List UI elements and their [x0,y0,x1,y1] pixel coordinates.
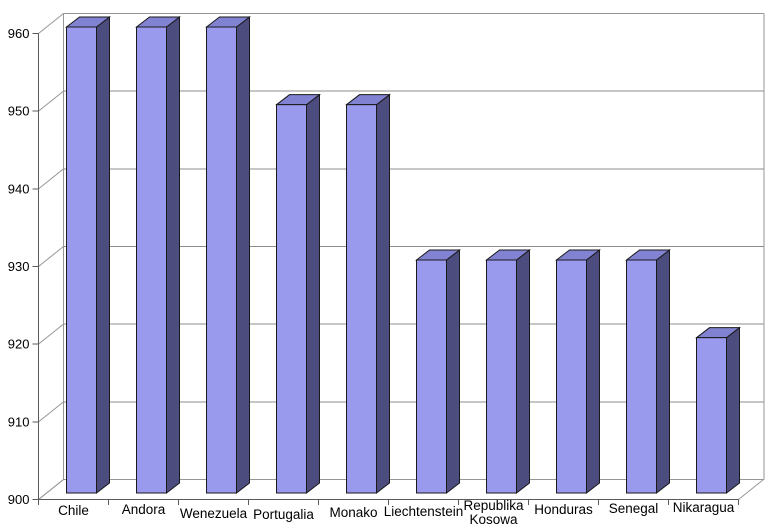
bar-portugalia [275,93,321,495]
y-axis-label-930: 930 [8,259,30,274]
y-axis-label-950: 950 [8,104,30,119]
y-axis-label-920: 920 [8,337,30,352]
bar-monako [345,93,391,495]
x-axis-label-line2: Kosowa [469,512,518,527]
bar-front-face [346,104,377,494]
y-tick-diagonal-940 [38,168,64,190]
bars-group [65,15,741,495]
y-tick-diagonal-950 [38,90,64,112]
bar-side-face [96,15,110,495]
bar-front-face [66,26,97,494]
x-axis-label-nikaragua: Nikaragua [673,500,735,515]
y-axis-label-900: 900 [8,492,30,507]
bar-side-face [656,248,670,495]
x-axis-label-monako: Monako [329,505,377,520]
bar-side-face [586,248,600,495]
bar-senegal [625,248,671,495]
x-axis-label-honduras: Honduras [534,502,593,517]
x-axis-label-wenezuela: Wenezuela [180,506,248,521]
bar-nikaragua [695,326,741,495]
bar-side-face [236,15,250,495]
bar-side-face [516,248,530,495]
x-axis-label-chile: Chile [58,503,89,518]
bar-side-face [726,326,740,495]
bar-side-face [306,93,320,495]
axes-group: 900 910 920 930 940 950 960 Chile Andora Wenezuel… [8,26,739,527]
x-axis-label-senegal: Senegal [609,501,659,516]
y-tick-diagonal-960 [38,13,64,34]
bar-front-face [556,259,587,494]
bar-side-face [376,93,390,495]
bar-front-face [136,26,167,494]
bar-front-face [626,259,657,494]
x-axis-label-liechtenstein: Liechtenstein [384,504,464,519]
bar-side-face [166,15,180,495]
bar-republika-kosowa [485,248,531,495]
x-axis-label-portugalia: Portugalia [253,507,314,522]
bar-wenezuela [205,15,251,495]
y-axis-label-910: 910 [8,414,30,429]
y-tick-diagonal-900 [38,479,64,500]
y-axis-label-960: 960 [8,26,30,41]
bar-front-face [276,104,307,494]
bar-andora [135,15,181,495]
x-axis-label-andora: Andora [122,502,166,517]
bar-side-face [446,248,460,495]
y-tick-diagonal-920 [38,323,64,345]
bar-front-face [206,26,237,494]
bar-liechtenstein [415,248,461,495]
y-tick-diagonal-930 [38,246,64,267]
bar-front-face [416,259,447,494]
bar-front-face [486,259,517,494]
x-axis-label-line1: Republika [463,498,524,513]
bar-honduras [555,248,601,495]
floor-right-diagonal [738,479,764,500]
y-tick-diagonal-910 [38,401,64,423]
y-axis-label-940: 940 [8,181,30,196]
bar-chile [65,15,111,495]
bar-front-face [696,337,727,494]
